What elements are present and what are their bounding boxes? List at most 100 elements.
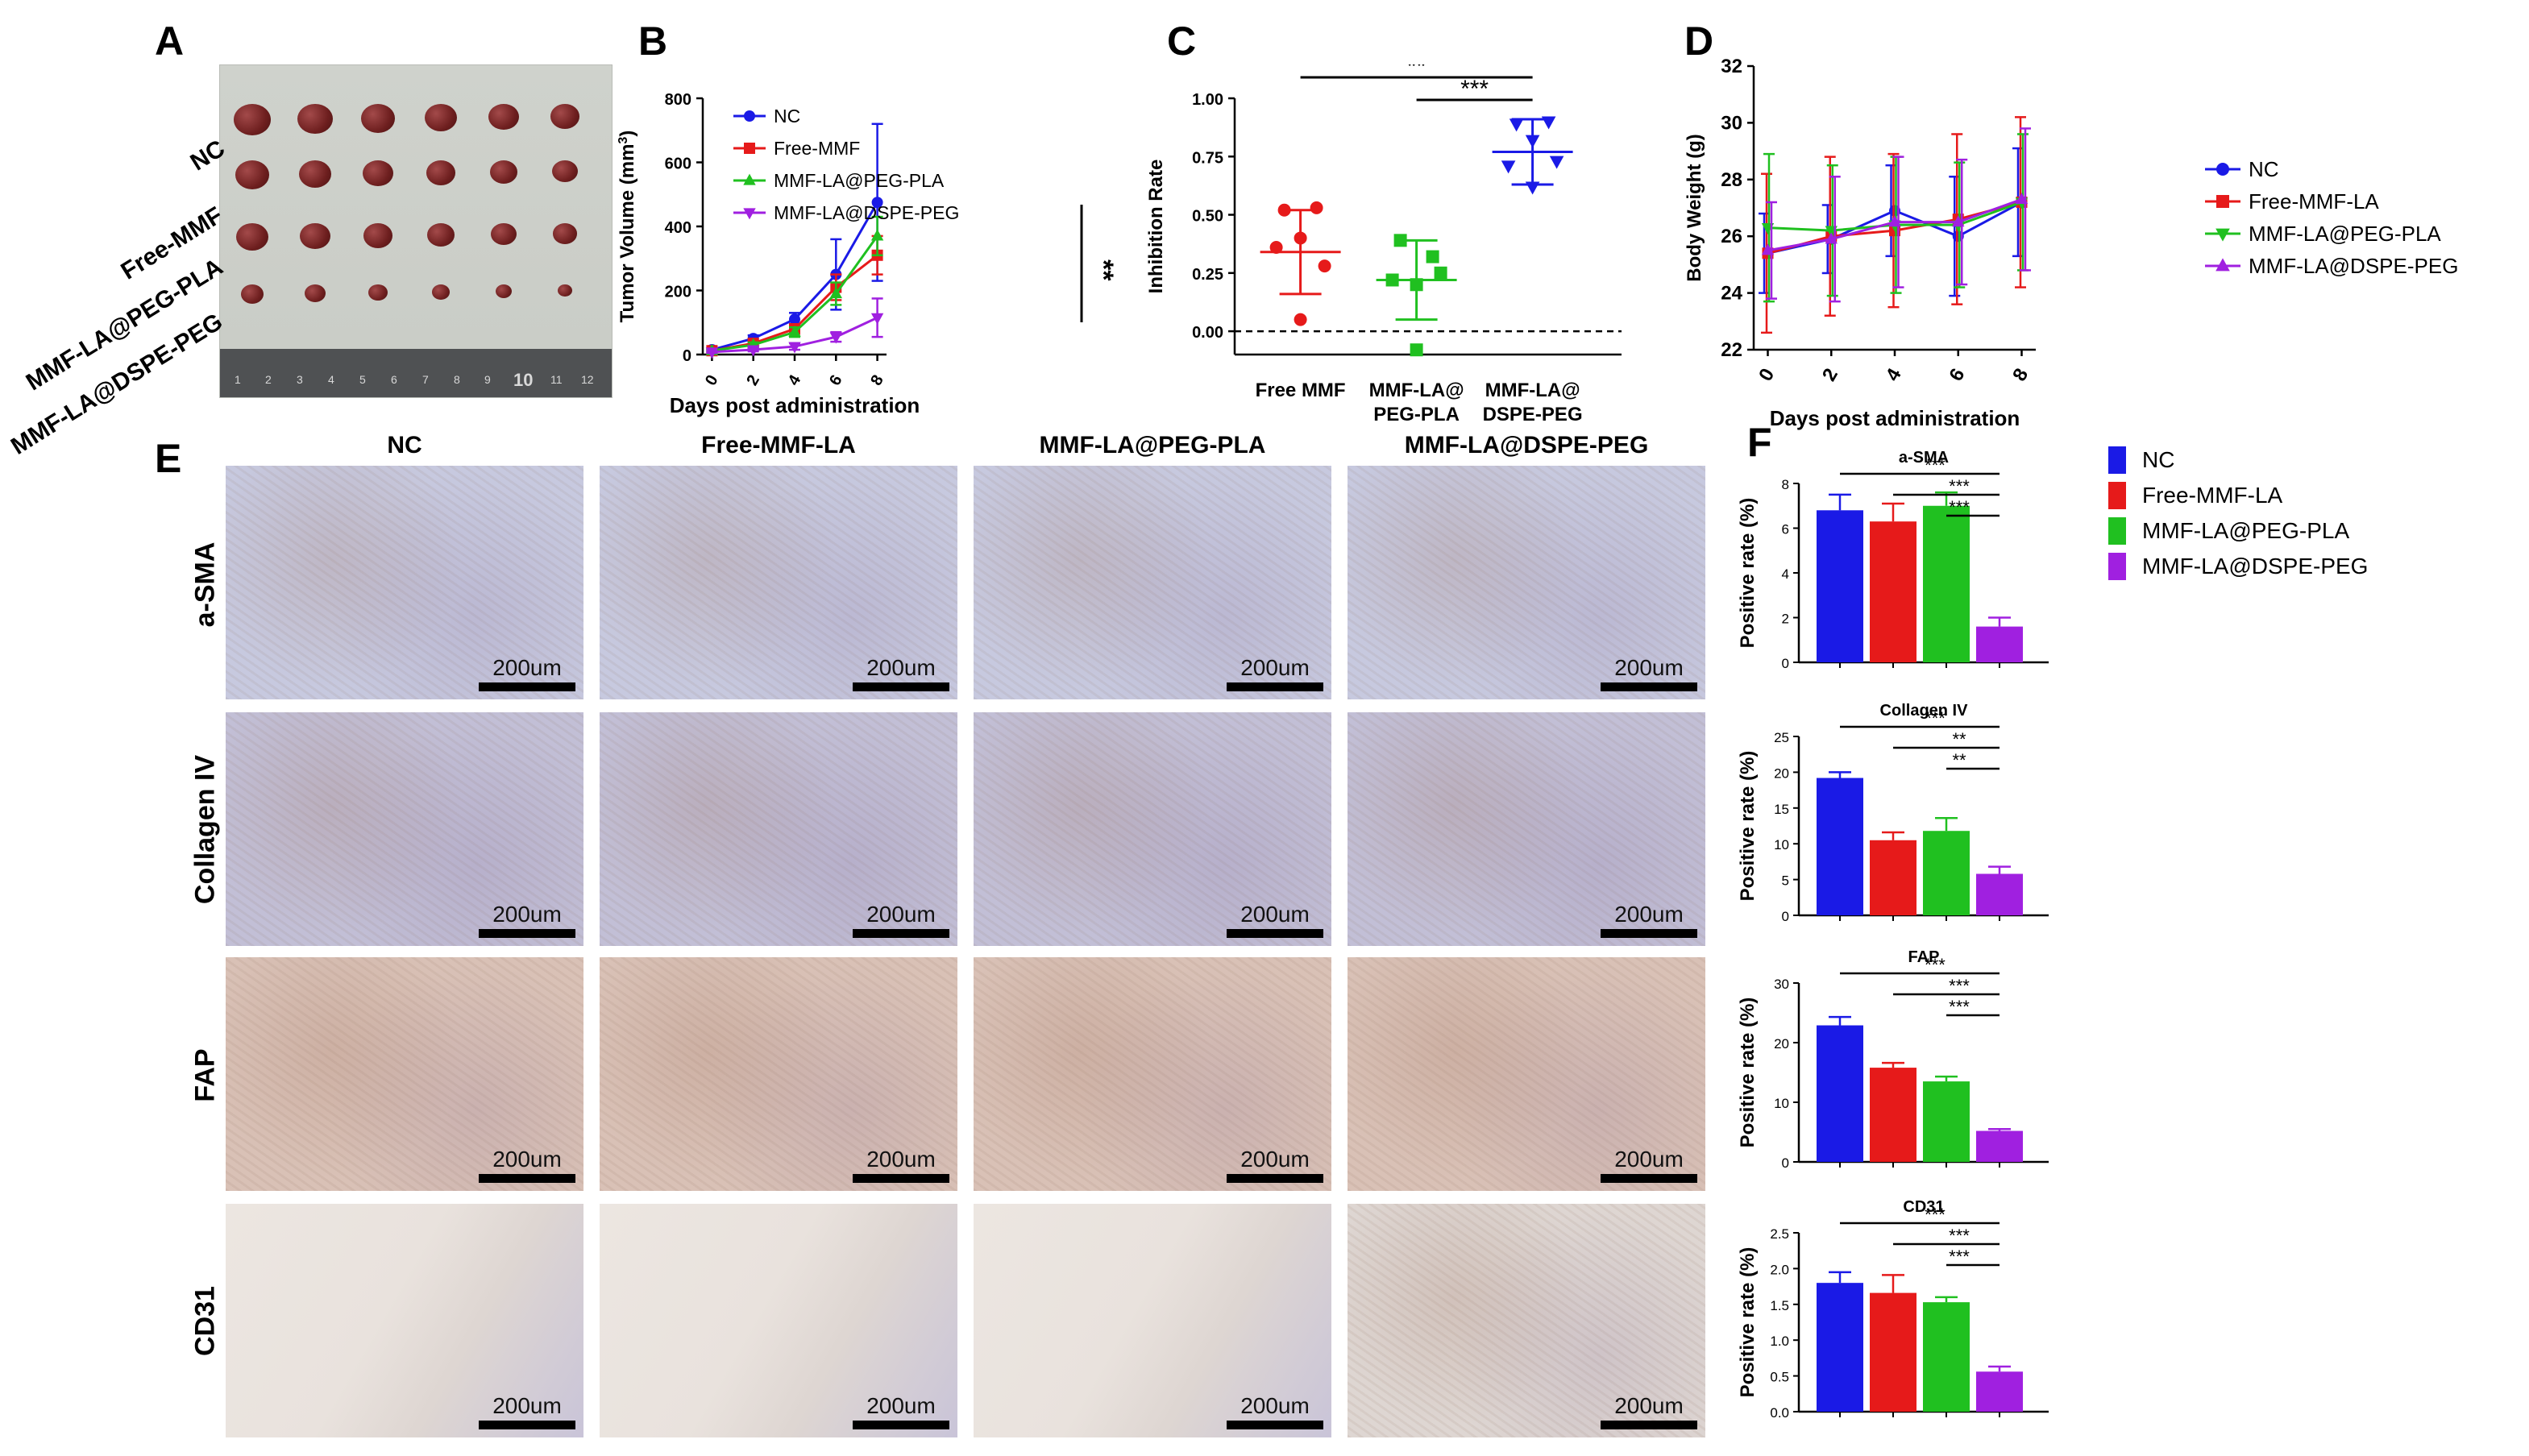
legend-label: MMF-LA@PEG-PLA xyxy=(2142,518,2349,543)
scale-bar-line xyxy=(853,929,949,938)
chart-c: 0.00 0.25 0.50 0.75 1.00 Free MMF MMF-LA@ PEG-P… xyxy=(1145,64,1622,425)
ruler-mark: 1 xyxy=(235,373,241,386)
significance-label: *** xyxy=(1949,476,1970,496)
scale-bar: 200um xyxy=(853,902,949,938)
tumor xyxy=(427,223,455,247)
data-point xyxy=(789,313,800,326)
y-tick-label: 20 xyxy=(1774,1036,1789,1052)
scale-bar-line xyxy=(1227,1421,1323,1429)
micro-col-label-dspe-peg: MMF-LA@DSPE-PEG xyxy=(1404,432,1649,458)
micro-col-label-peg-pla: MMF-LA@PEG-PLA xyxy=(1039,432,1266,458)
bar xyxy=(1923,1081,1970,1162)
scale-bar-line xyxy=(1227,682,1323,691)
y-tick-label: 400 xyxy=(665,219,691,237)
ruler: 1 2 3 4 5 6 7 8 9 10 11 12 xyxy=(220,349,612,397)
category-label: MMF-LA@ xyxy=(1485,380,1580,401)
tumor xyxy=(425,104,457,131)
scale-bar-line xyxy=(1227,929,1323,938)
micrograph-a-sma: 200um xyxy=(1348,466,1705,699)
y-tick-label: 0.5 xyxy=(1770,1370,1789,1385)
y-axis-label: Inhibition Rate xyxy=(1145,160,1167,294)
data-point xyxy=(870,313,884,325)
ruler-mark: 3 xyxy=(297,373,303,386)
data-point xyxy=(1310,201,1323,214)
legend-marker xyxy=(744,110,755,122)
scale-bar-line xyxy=(853,1421,949,1429)
micrograph-fap: 200um xyxy=(974,957,1331,1191)
ruler-mark: 12 xyxy=(581,373,594,386)
tumor xyxy=(552,160,578,183)
scale-bar-text: 200um xyxy=(492,902,562,927)
micrograph-fap: 200um xyxy=(226,957,583,1191)
y-tick-label: 6 xyxy=(1782,522,1789,537)
legend-swatch xyxy=(2108,517,2126,545)
y-tick-label: 2.0 xyxy=(1770,1262,1789,1277)
data-point xyxy=(871,197,883,209)
ruler-mark: 9 xyxy=(484,373,491,386)
x-tick-label: 8 xyxy=(867,372,887,389)
y-tick-label: 0 xyxy=(683,347,691,365)
bar xyxy=(1870,840,1916,915)
y-tick-label: 0.25 xyxy=(1192,266,1223,284)
micrograph-cd31: 200um xyxy=(1348,1204,1705,1437)
legend-label: NC xyxy=(2249,157,2279,181)
tumor xyxy=(241,284,264,304)
legend-marker xyxy=(743,173,756,185)
data-point xyxy=(1509,118,1524,132)
data-point xyxy=(1761,243,1775,255)
significance-label: *** xyxy=(1949,1226,1970,1246)
y-tick-label: 15 xyxy=(1774,802,1789,817)
x-tick-label: 0 xyxy=(702,372,722,389)
scale-bar-line xyxy=(1601,929,1697,938)
bar xyxy=(1870,521,1916,662)
subplot-title: FAP xyxy=(1908,948,1940,966)
ruler-mark: 6 xyxy=(391,373,397,386)
scale-bar: 200um xyxy=(479,1393,575,1429)
x-tick-label: 6 xyxy=(1945,365,1969,385)
data-point xyxy=(1426,250,1439,263)
scale-bar: 200um xyxy=(1227,1147,1323,1183)
micrograph-cd31: 200um xyxy=(226,1204,583,1437)
scale-bar-line xyxy=(479,682,575,691)
bar xyxy=(1817,1025,1863,1162)
scale-bar: 200um xyxy=(853,655,949,691)
scale-bar-text: 200um xyxy=(1614,655,1684,680)
ruler-mark: 8 xyxy=(454,373,460,386)
y-tick-label: 0 xyxy=(1782,909,1789,924)
data-point xyxy=(1269,241,1283,255)
legend-label: Free-MMF-LA xyxy=(2142,483,2283,508)
y-tick-label: 800 xyxy=(665,91,691,109)
micrograph-collagen-iv: 200um xyxy=(226,712,583,946)
data-point xyxy=(1952,215,1965,227)
significance-label: *** xyxy=(1925,955,1946,975)
x-tick-label: 0 xyxy=(1755,365,1779,385)
legend-swatch xyxy=(2108,446,2126,474)
y-tick-label: 0.0 xyxy=(1770,1405,1789,1421)
scale-bar-text: 200um xyxy=(866,1393,936,1418)
legend-label: NC xyxy=(774,106,800,127)
data-point xyxy=(1294,313,1307,326)
scale-bar: 200um xyxy=(853,1393,949,1429)
y-tick-label: 0.50 xyxy=(1192,208,1223,226)
ruler-mark: 10 xyxy=(513,370,534,390)
y-axis-label: Positive rate (%) xyxy=(1737,1247,1759,1398)
y-tick-label: 0 xyxy=(1782,1155,1789,1171)
ruler-mark: 11 xyxy=(550,373,563,386)
tumor xyxy=(496,284,512,298)
tumor xyxy=(297,104,333,135)
significance-label: ** xyxy=(1952,729,1966,749)
scale-bar: 200um xyxy=(1227,1393,1323,1429)
legend-swatch xyxy=(2108,553,2126,580)
tumor xyxy=(236,223,268,251)
micro-row-label-fap: FAP xyxy=(189,1048,221,1102)
micro-row-label-cd31: CD31 xyxy=(189,1286,221,1356)
scale-bar: 200um xyxy=(1601,655,1697,691)
x-tick-label: 8 xyxy=(2008,365,2033,385)
y-tick-label: 2.5 xyxy=(1770,1226,1789,1242)
legend-label: Free-MMF xyxy=(774,138,860,159)
bar xyxy=(1817,510,1863,662)
data-point xyxy=(1549,156,1564,169)
bar xyxy=(1817,778,1863,915)
micrograph-a-sma: 200um xyxy=(974,466,1331,699)
scale-bar: 200um xyxy=(853,1147,949,1183)
